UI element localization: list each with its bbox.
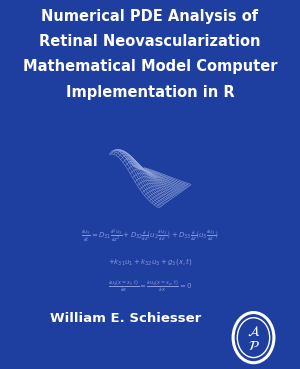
Text: Retinal Neovascularization: Retinal Neovascularization <box>39 34 261 49</box>
Text: $\frac{\partial u_3}{\partial t} = D_{31}\frac{\partial^2 u_3}{\partial z^2} + D: $\frac{\partial u_3}{\partial t} = D_{31… <box>81 227 219 244</box>
Text: William E. Schiesser: William E. Schiesser <box>50 311 202 325</box>
Text: $+k_{31}u_1 + k_{32}u_3 + g_3(x,t)$: $+k_{31}u_1 + k_{32}u_3 + g_3(x,t)$ <box>108 256 192 268</box>
Text: Implementation in R: Implementation in R <box>66 85 234 100</box>
Text: Mathematical Model Computer: Mathematical Model Computer <box>23 59 277 75</box>
Text: $\mathcal{P}$: $\mathcal{P}$ <box>248 339 260 353</box>
Text: $\mathcal{A}$: $\mathcal{A}$ <box>247 325 260 339</box>
Text: $\frac{\partial u_3(x=x_l,t)}{\partial x} = \frac{\partial u_3(x=x_u,t)}{\partia: $\frac{\partial u_3(x=x_l,t)}{\partial x… <box>108 279 192 294</box>
Text: Numerical PDE Analysis of: Numerical PDE Analysis of <box>41 9 259 24</box>
